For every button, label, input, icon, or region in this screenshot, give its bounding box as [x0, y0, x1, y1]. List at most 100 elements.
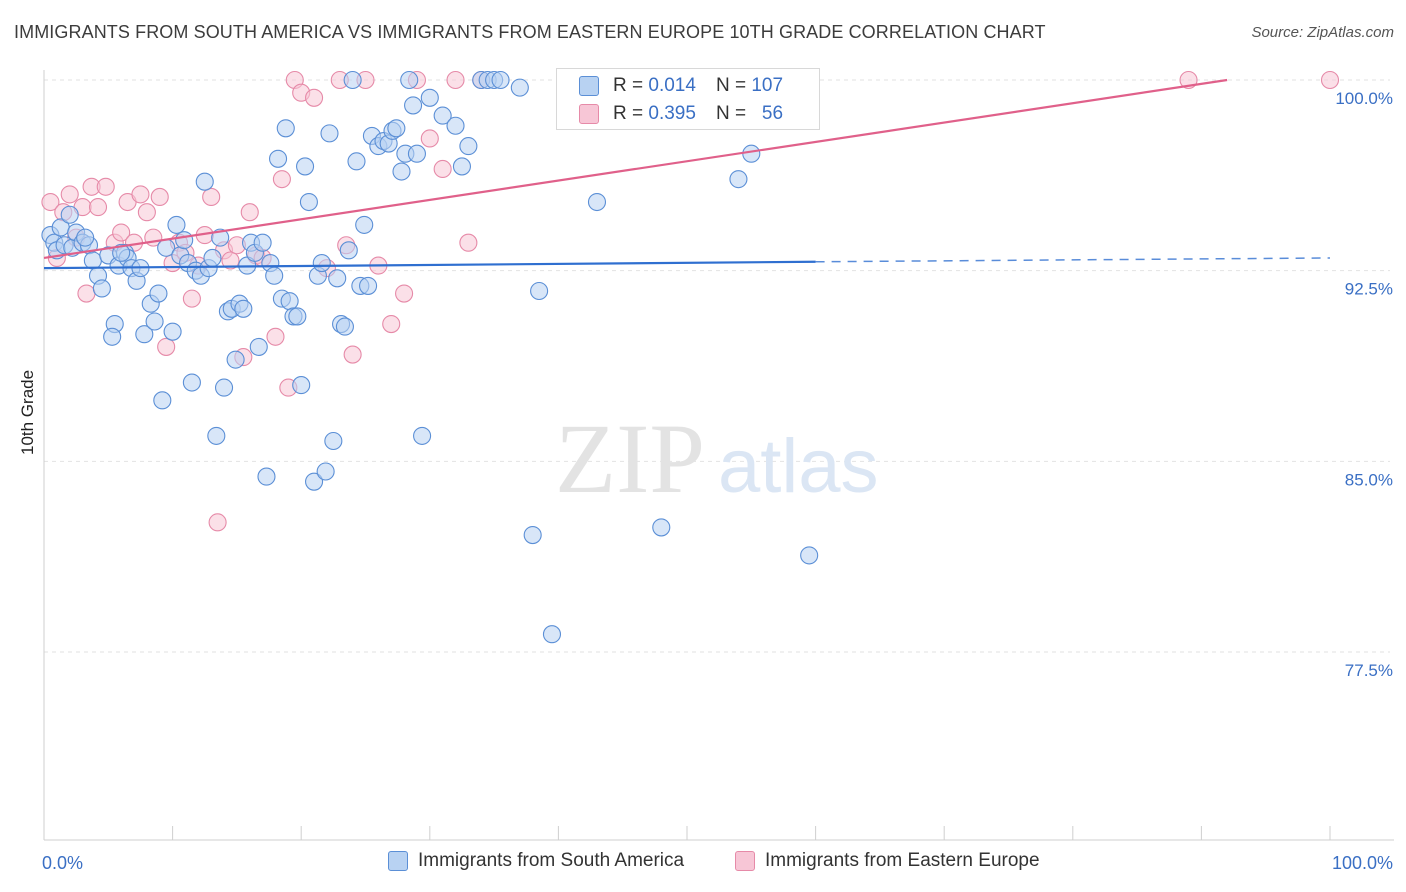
point-south-america-109 [76, 228, 95, 247]
point-south-america-74 [343, 70, 362, 90]
y-tick-label-3: 77.5% [1345, 661, 1393, 680]
point-south-america-51 [253, 233, 272, 252]
stat-r-value-pink: 0.395 [648, 103, 696, 124]
stat-n-label-pink: N = [715, 103, 747, 124]
point-south-america-28 [163, 322, 182, 341]
point-south-america-88 [404, 96, 423, 115]
point-eastern-europe-55 [1320, 70, 1340, 90]
stat-r-label-blue: R = [613, 75, 644, 96]
x-tick-label-max: 100.0% [1332, 853, 1393, 873]
point-south-america-22 [135, 325, 154, 344]
point-south-america-52 [257, 467, 276, 486]
point-south-america-85 [392, 162, 411, 181]
point-south-america-77 [355, 215, 374, 234]
point-south-america-10 [83, 251, 102, 270]
point-south-america-25 [149, 284, 168, 303]
axes [43, 70, 1394, 841]
y-tick-label-0: 100.0% [1335, 89, 1393, 108]
point-eastern-europe-11 [112, 223, 131, 242]
chart-title: IMMIGRANTS FROM SOUTH AMERICA VS IMMIGRA… [14, 22, 1046, 42]
watermark: ZIP atlas [555, 403, 879, 514]
point-south-america-62 [296, 157, 315, 176]
y-tick-label-2: 85.0% [1345, 470, 1393, 489]
point-south-america-99 [491, 70, 510, 90]
point-south-america-103 [542, 625, 562, 644]
point-south-america-26 [153, 391, 172, 410]
source-label: Source: ZipAtlas.com [1251, 24, 1394, 41]
point-south-america-110 [112, 243, 131, 262]
point-south-america-102 [530, 281, 549, 301]
stat-swatch-blue [579, 76, 599, 96]
legend-item-south-america[interactable]: Immigrants from South America [388, 850, 684, 872]
point-eastern-europe-46 [382, 315, 401, 334]
stat-row-blue: R = 0.014 N = 107 [579, 73, 783, 99]
point-south-america-64 [305, 472, 324, 491]
point-south-america-94 [452, 157, 472, 176]
legend-item-eastern-europe[interactable]: Immigrants from Eastern Europe [735, 850, 1040, 872]
point-eastern-europe-51 [446, 70, 465, 90]
point-south-america-72 [335, 317, 354, 336]
point-eastern-europe-9 [96, 177, 115, 196]
point-south-america-58 [280, 292, 299, 311]
point-south-america-107 [742, 144, 761, 163]
trend-lines [43, 78, 1331, 270]
point-eastern-europe-14 [131, 185, 150, 204]
point-eastern-europe-0 [41, 192, 60, 212]
grid-lines [44, 79, 1390, 653]
point-eastern-europe-15 [137, 203, 156, 222]
point-south-america-89 [407, 144, 426, 163]
point-south-america-55 [269, 149, 288, 168]
point-eastern-europe-6 [77, 284, 96, 303]
point-eastern-europe-35 [272, 170, 291, 189]
point-south-america-101 [523, 526, 542, 545]
point-south-america-66 [312, 253, 331, 273]
point-south-america-73 [339, 241, 358, 260]
point-south-america-105 [652, 518, 671, 537]
point-south-america-92 [433, 106, 452, 125]
legend-label-eastern-europe: Immigrants from Eastern Europe [765, 850, 1040, 871]
stat-r-value-blue: 0.014 [648, 75, 696, 96]
point-south-america-57 [276, 119, 295, 138]
point-eastern-europe-52 [459, 233, 478, 252]
point-south-america-31 [175, 231, 194, 250]
point-south-america-108 [800, 546, 819, 565]
point-eastern-europe-22 [182, 289, 201, 308]
point-eastern-europe-25 [202, 187, 221, 206]
stat-swatch-pink [579, 104, 599, 124]
point-south-america-39 [207, 426, 226, 445]
watermark-atlas: atlas [718, 424, 879, 509]
point-south-america-106 [729, 170, 748, 189]
point-eastern-europe-17 [150, 187, 169, 206]
point-eastern-europe-47 [395, 284, 414, 303]
point-south-america-68 [320, 124, 339, 143]
point-south-america-63 [299, 192, 318, 212]
stat-n-label-blue: N = [715, 75, 747, 96]
point-south-america-69 [324, 431, 343, 451]
point-south-america-90 [413, 426, 432, 445]
trend-eastern-europe [43, 78, 1228, 260]
point-south-america-40 [211, 228, 230, 247]
point-eastern-europe-3 [60, 185, 79, 204]
point-eastern-europe-49 [420, 129, 439, 148]
trend-south-america-dashed [815, 257, 1331, 263]
stat-row-pink: R = 0.395 N = 56 [579, 101, 783, 127]
point-south-america-12 [92, 279, 111, 298]
point-south-america-44 [226, 350, 245, 369]
y-tick-label-1: 92.5% [1345, 280, 1393, 299]
point-south-america-33 [182, 373, 201, 392]
point-south-america-100 [510, 78, 529, 97]
point-south-america-104 [587, 192, 607, 212]
stat-r-label-pink: R = [613, 103, 644, 124]
point-south-america-50 [249, 337, 268, 356]
point-eastern-europe-50 [433, 159, 452, 179]
point-eastern-europe-34 [266, 327, 285, 346]
stat-n-value-blue: 107 [751, 75, 784, 96]
point-south-america-60 [288, 307, 307, 326]
point-south-america-95 [459, 137, 478, 156]
point-eastern-europe-31 [240, 203, 259, 222]
point-south-america-75 [347, 152, 366, 171]
watermark-zip: ZIP [555, 403, 705, 514]
point-eastern-europe-28 [221, 251, 240, 270]
point-south-america-29 [167, 215, 186, 234]
